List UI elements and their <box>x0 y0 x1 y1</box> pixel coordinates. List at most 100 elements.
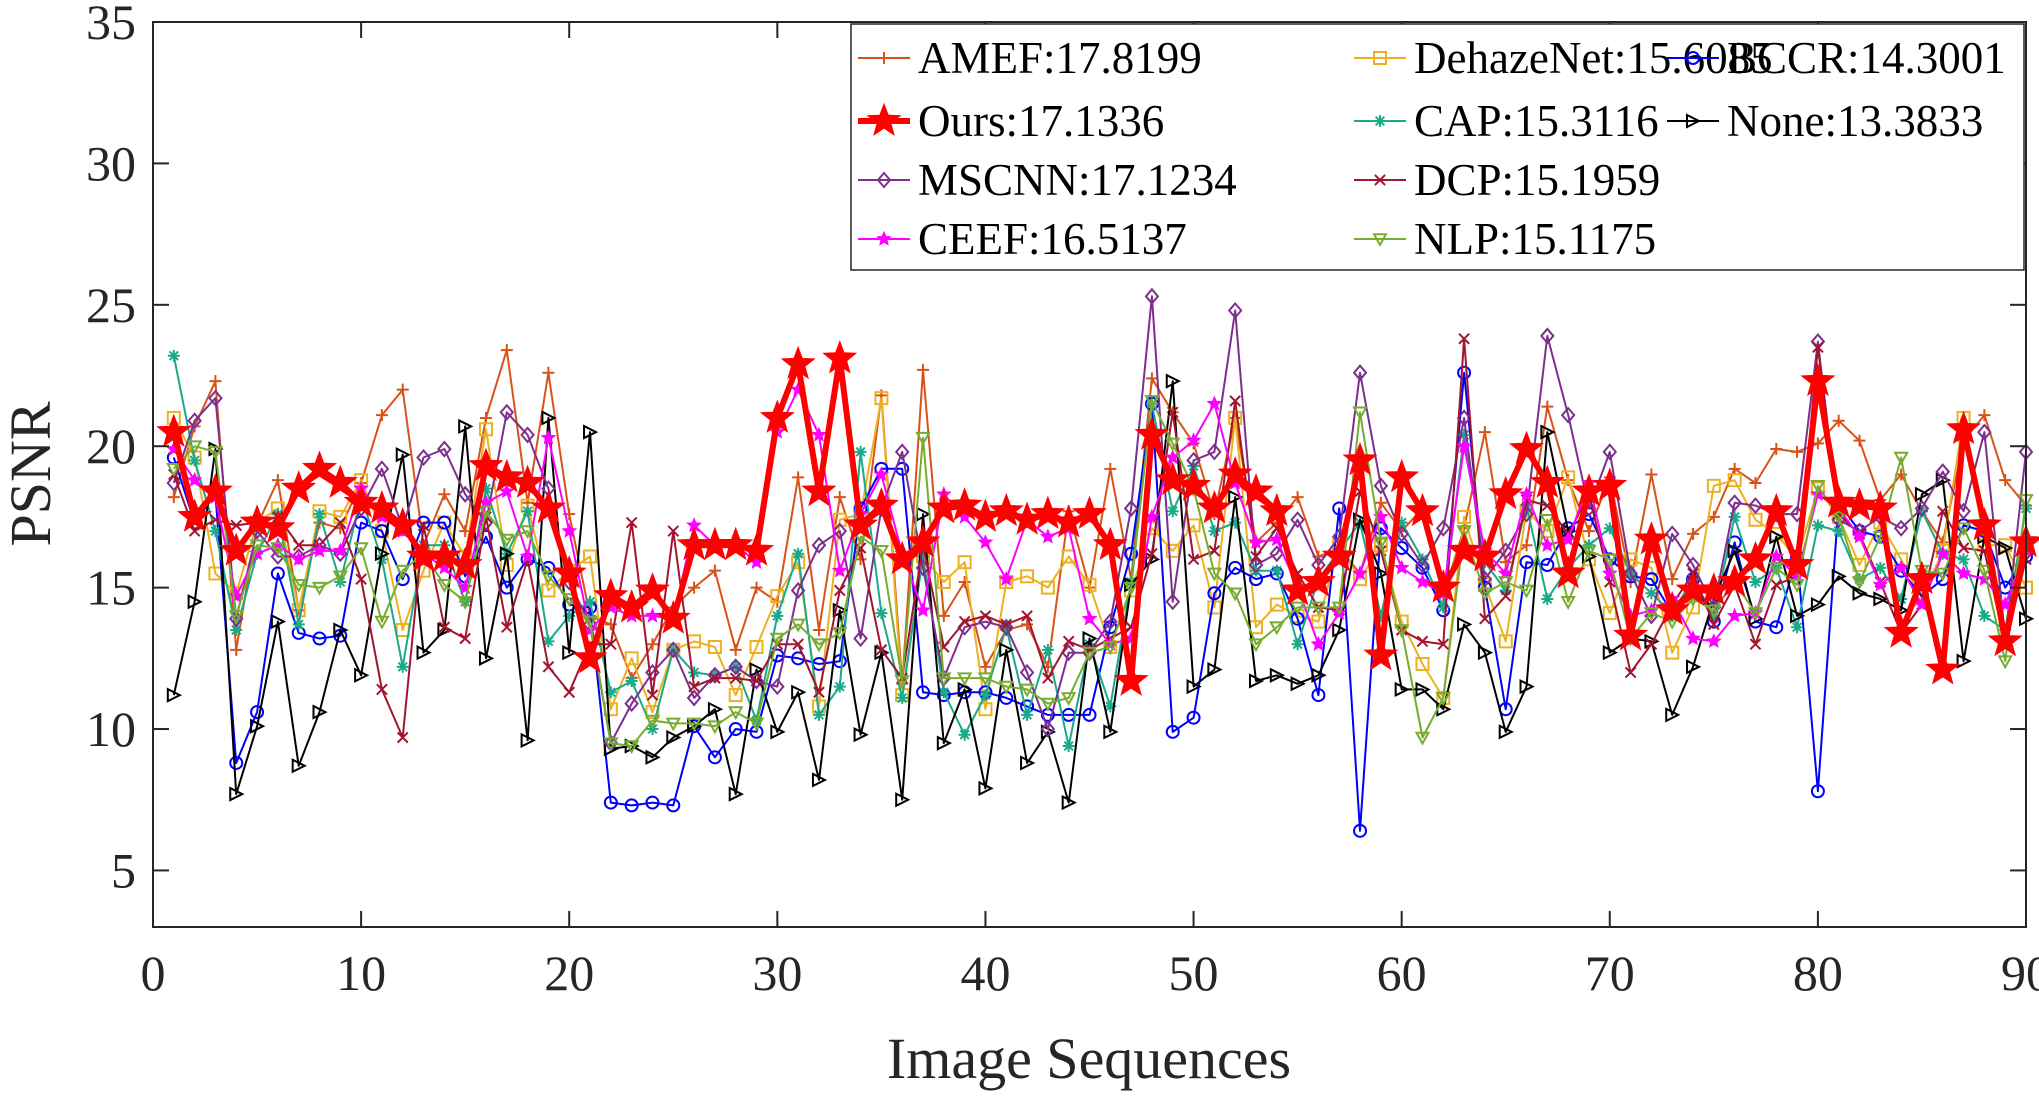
legend-entry-ours: Ours:17.1336 <box>858 96 1164 146</box>
data-point-amef <box>500 344 513 357</box>
data-point-mscnn <box>1019 663 1035 682</box>
data-point-none <box>1540 424 1556 440</box>
data-point-none <box>562 645 578 661</box>
data-point-dcp <box>1229 395 1241 407</box>
y-tick-label: 20 <box>86 418 136 474</box>
data-point-cap <box>1395 516 1408 529</box>
data-point-dcp <box>376 683 388 696</box>
data-point-cap <box>563 609 576 622</box>
data-point-none <box>957 681 973 698</box>
data-point-none <box>1290 676 1306 692</box>
data-point-ours <box>1758 492 1794 527</box>
data-point-none <box>166 687 183 703</box>
data-point-none <box>645 749 661 765</box>
data-point-mscnn <box>894 443 910 461</box>
data-point-amef <box>396 383 409 396</box>
data-point-amef <box>375 409 388 422</box>
data-point-dehazenet <box>728 688 743 703</box>
data-point-ours <box>1092 526 1128 561</box>
y-axis-title: PSNR <box>0 401 63 546</box>
legend-label-amef: AMEF:17.8199 <box>918 33 1202 83</box>
data-point-nlp <box>1456 525 1472 540</box>
data-point-ceef <box>977 534 994 550</box>
data-point-ours <box>1862 489 1898 524</box>
y-tick-label: 5 <box>111 842 136 898</box>
data-point-mscnn <box>686 689 702 707</box>
data-point-ceef <box>1414 573 1431 589</box>
data-point-ours <box>1737 540 1773 575</box>
data-point-ours <box>593 577 629 612</box>
data-point-ours <box>1529 464 1565 498</box>
data-point-cap <box>875 607 888 620</box>
data-point-dcp <box>605 638 617 650</box>
data-point-dehazenet <box>416 563 431 578</box>
legend-label-bccr: BCCR:14.3001 <box>1727 33 2006 83</box>
data-point-mscnn <box>437 440 452 458</box>
x-tick-label: 90 <box>2001 945 2039 1001</box>
data-point-mscnn <box>749 672 764 690</box>
data-point-amef <box>479 411 492 424</box>
data-point-nlp <box>1747 607 1764 622</box>
data-point-nlp <box>644 714 661 729</box>
data-point-dehazenet <box>978 702 993 717</box>
data-point-ours <box>239 504 275 538</box>
legend-label-cap: CAP:15.3116 <box>1414 96 1659 146</box>
data-point-ours <box>530 489 566 524</box>
data-point-nlp <box>540 570 557 585</box>
data-point-nlp <box>1123 581 1139 596</box>
data-point-dcp <box>1166 406 1179 419</box>
data-point-cap <box>584 595 597 608</box>
data-point-ours <box>177 498 213 532</box>
data-point-ours <box>364 489 400 524</box>
data-point-cap <box>979 689 992 702</box>
data-point-cap <box>479 482 492 495</box>
data-point-ceef <box>1039 528 1056 544</box>
data-point-cap <box>1645 587 1658 600</box>
data-point-bccr <box>666 798 681 813</box>
data-point-ours <box>1800 362 1836 397</box>
data-point-dcp <box>334 516 347 529</box>
legend-label-ceef: CEEF:16.5137 <box>918 214 1187 264</box>
data-point-mscnn <box>1977 423 1992 441</box>
data-point-nlp <box>686 717 702 732</box>
data-point-ceef <box>915 602 931 617</box>
data-point-nlp <box>1477 587 1493 602</box>
data-point-dcp <box>542 661 555 673</box>
data-point-none <box>270 613 287 630</box>
data-point-none <box>1061 794 1077 811</box>
data-point-dcp <box>1458 332 1470 345</box>
data-point-none <box>291 758 307 774</box>
data-point-dcp <box>1042 672 1054 684</box>
data-point-cap <box>1499 584 1512 597</box>
data-point-none <box>478 650 495 666</box>
data-point-bccr <box>1769 620 1784 635</box>
data-point-ceef <box>998 570 1015 586</box>
data-point-ours <box>322 464 358 498</box>
data-point-cap <box>1374 609 1387 622</box>
data-point-bccr <box>645 795 660 810</box>
data-point-none <box>333 622 349 638</box>
data-point-ceef <box>1851 528 1868 544</box>
data-point-dehazenet <box>1686 600 1701 615</box>
data-point-amef <box>1541 400 1554 413</box>
data-point-ours <box>1467 538 1503 572</box>
data-point-dehazenet <box>1228 410 1243 425</box>
data-point-ours <box>905 523 941 558</box>
data-point-ours <box>759 399 795 433</box>
data-point-nlp <box>1706 604 1722 619</box>
data-point-dcp <box>438 621 451 634</box>
data-point-none <box>583 424 599 440</box>
data-point-ceef <box>1685 630 1701 646</box>
data-point-ours <box>1051 504 1087 538</box>
data-point-dehazenet <box>1311 614 1326 629</box>
data-point-bccr <box>437 515 452 530</box>
data-point-dcp <box>750 675 763 687</box>
data-point-bccr <box>1540 558 1555 572</box>
data-point-ours <box>634 572 670 606</box>
data-point-nlp <box>499 533 515 548</box>
data-point-ours <box>1384 458 1420 493</box>
data-point-bccr <box>603 795 618 810</box>
data-point-nlp <box>1393 624 1410 639</box>
data-point-cap <box>1041 643 1054 656</box>
